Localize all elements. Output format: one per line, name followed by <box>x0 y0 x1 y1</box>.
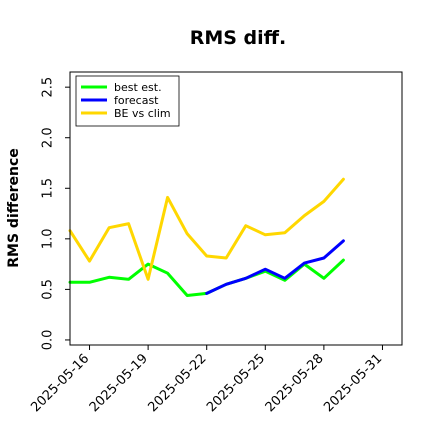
series-line-3 <box>68 177 345 281</box>
legend-label: forecast <box>114 94 159 107</box>
y-tick-label: 1.0 <box>41 228 56 249</box>
x-tick-label: 2025-05-19 <box>87 351 151 415</box>
plot-frame <box>69 71 403 346</box>
y-tick-label: 0.0 <box>41 330 56 351</box>
x-tick-label: 2025-05-25 <box>204 351 268 415</box>
y-tick-label: 2.5 <box>41 77 56 98</box>
x-tick-label: 2025-05-31 <box>321 351 385 415</box>
x-tick-label: 2025-05-22 <box>145 351 209 415</box>
y-tick-label: 2.0 <box>41 127 56 148</box>
y-axis-label: RMS difference <box>6 148 22 268</box>
y-tick-label: 1.5 <box>41 178 56 199</box>
axes-ticks: 0.00.51.01.52.02.52025-05-162025-05-1920… <box>28 77 385 415</box>
legend-label: best est. <box>114 81 162 94</box>
chart-title: RMS diff. <box>190 27 287 49</box>
series-lines <box>68 177 345 297</box>
x-tick-label: 2025-05-28 <box>263 351 327 415</box>
y-tick-label: 0.5 <box>41 279 56 300</box>
legend-label: BE vs clim <box>114 107 171 120</box>
series-line-2 <box>205 239 345 295</box>
x-tick-label: 2025-05-16 <box>28 351 92 415</box>
